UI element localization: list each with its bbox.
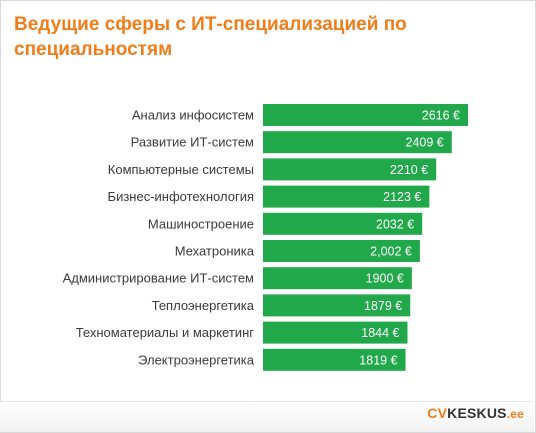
bar [263, 348, 406, 371]
value-label: 1900 € [366, 272, 404, 286]
brand-logo: CVKESKUS.ee [427, 405, 524, 421]
category-label: Теплоэнергетика [152, 298, 255, 313]
category-label: Компьютерные системы [108, 162, 254, 177]
bar [263, 185, 430, 208]
chart-title: Ведущие сферы с ИТ-специализацией по спе… [14, 14, 407, 60]
value-label: 2123 € [383, 190, 421, 204]
brand-cv: CV [427, 405, 448, 421]
brand-keskus: KESKUS [447, 405, 507, 421]
bar [263, 131, 452, 154]
bar [263, 158, 437, 181]
bar [263, 104, 468, 126]
category-label: Бизнес-инфотехнология [108, 189, 254, 204]
bar [263, 240, 420, 262]
value-label: 2210 € [390, 163, 428, 177]
category-label: Анализ инфосистем [132, 108, 254, 123]
brand-ee: .ee [506, 407, 524, 421]
value-label: 1844 € [361, 326, 399, 340]
category-label: Электроэнергетика [138, 352, 255, 367]
category-label: Техноматериалы и маркетинг [76, 325, 255, 340]
value-label: 2032 € [376, 217, 414, 231]
value-label: 2409 € [406, 136, 444, 150]
category-label: Развитие ИТ-систем [131, 135, 254, 150]
bar [263, 294, 411, 317]
bar [263, 321, 408, 344]
bar [263, 212, 423, 235]
category-label: Мехатроника [175, 244, 255, 259]
category-label: Администрирование ИТ-систем [63, 271, 254, 286]
bar [263, 267, 412, 290]
value-label: 2,002 € [370, 245, 412, 259]
footer-band [0, 401, 534, 432]
value-label: 1879 € [364, 299, 402, 313]
value-label: 2616 € [422, 109, 460, 123]
category-label: Машиностроение [148, 216, 254, 231]
value-label: 1819 € [359, 353, 397, 367]
